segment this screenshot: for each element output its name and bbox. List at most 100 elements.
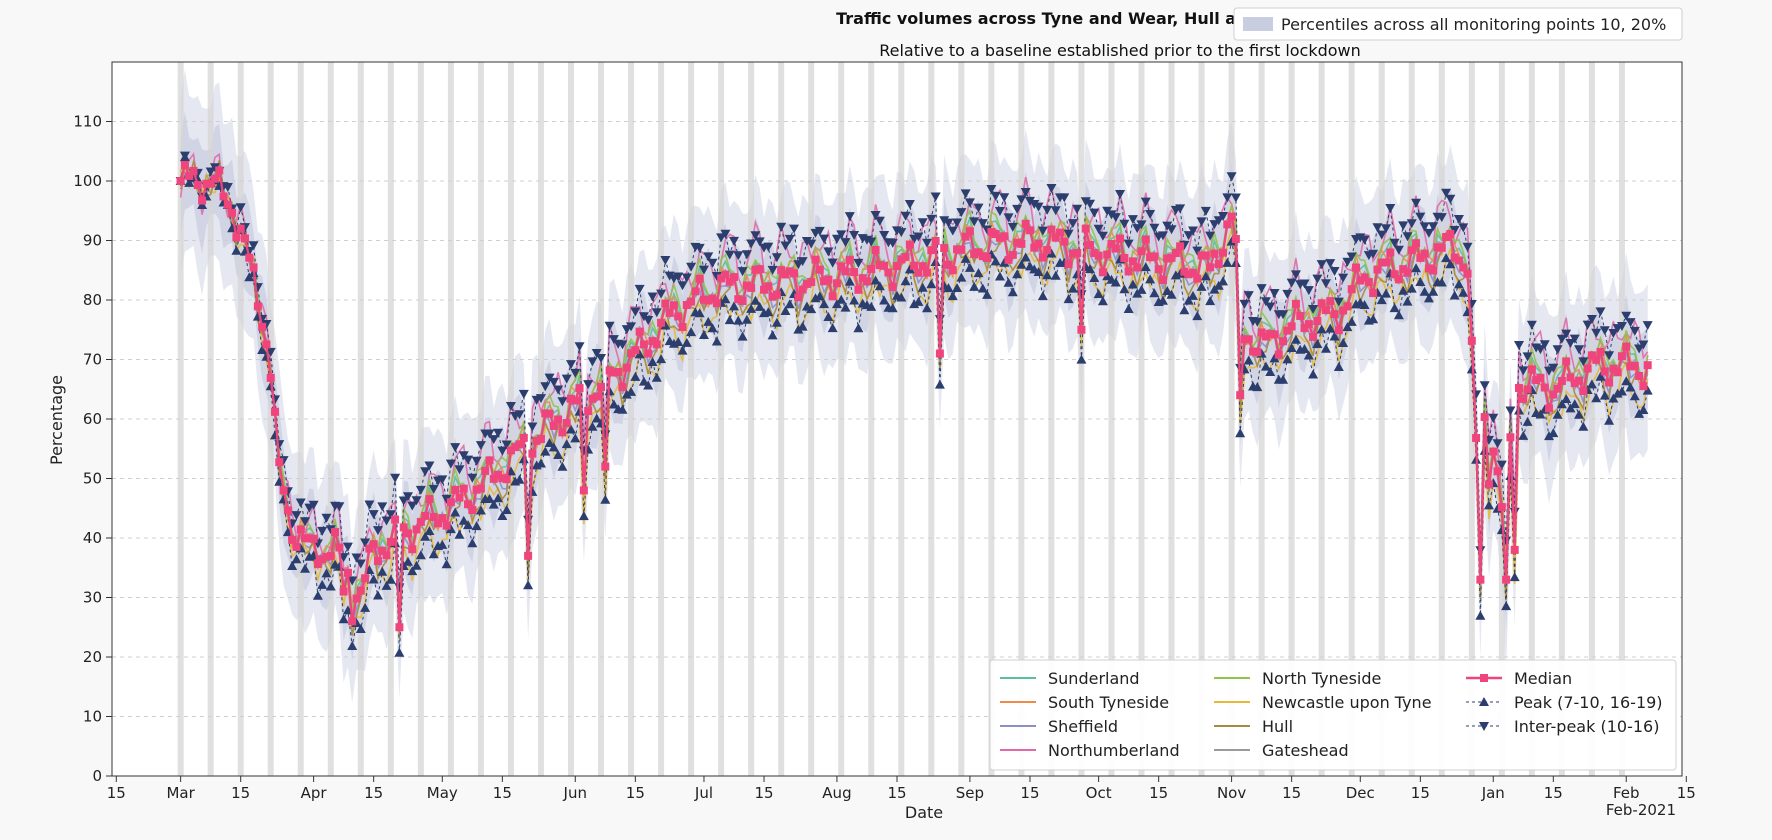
median-marker <box>1008 250 1017 259</box>
inter-peak-marker <box>1303 286 1314 296</box>
inter-peak-marker <box>617 340 628 350</box>
inter-peak-marker <box>1513 340 1524 350</box>
inter-peak-marker <box>1578 357 1589 367</box>
median-marker <box>1407 246 1416 255</box>
median-marker <box>1300 324 1309 333</box>
median-marker <box>442 521 451 530</box>
peak-marker <box>909 299 920 309</box>
peak-marker <box>1042 270 1053 280</box>
inter-peak-marker <box>956 208 967 218</box>
median-marker <box>1562 357 1571 366</box>
peak-marker <box>338 614 349 624</box>
legend-label-northumberland: Northumberland <box>1048 741 1180 760</box>
median-marker <box>446 498 455 507</box>
median-marker <box>1489 447 1498 456</box>
median-marker <box>1575 376 1584 385</box>
peak-marker <box>1415 277 1426 287</box>
peak-marker <box>381 580 392 590</box>
median-marker <box>1150 252 1159 261</box>
peak-marker <box>677 345 688 355</box>
inter-peak-marker <box>535 394 546 404</box>
inter-peak-marker <box>797 257 808 267</box>
inter-peak-marker <box>261 320 272 330</box>
inter-peak-marker <box>1316 260 1327 270</box>
inter-peak-marker <box>1591 328 1602 338</box>
median-marker <box>472 485 481 494</box>
x-tick-label: May <box>427 784 458 802</box>
peak-marker <box>793 324 804 334</box>
inter-peak-marker <box>1012 204 1023 214</box>
median-marker <box>1034 239 1043 248</box>
peak-marker <box>1162 286 1173 296</box>
inter-peak-marker <box>484 429 495 439</box>
median-marker <box>905 240 914 249</box>
peak-marker <box>1638 404 1649 414</box>
inter-peak-marker <box>1381 224 1392 234</box>
median-marker <box>704 296 713 305</box>
inter-peak-marker <box>1226 172 1237 182</box>
x-axis-title: Date <box>905 803 943 822</box>
median-marker <box>1330 310 1339 319</box>
peak-marker <box>956 272 967 282</box>
peak-marker <box>1381 288 1392 298</box>
peak-marker <box>849 295 860 305</box>
inter-peak-marker <box>1097 231 1108 241</box>
peak-marker <box>497 511 508 521</box>
median-marker <box>1163 254 1172 263</box>
inter-peak-marker <box>1359 235 1370 245</box>
median-marker <box>983 253 992 262</box>
median-marker <box>592 392 601 401</box>
inter-peak-marker <box>1299 279 1310 289</box>
peak-marker <box>1428 286 1439 296</box>
median-marker <box>845 255 854 264</box>
legend-label-inter-peak-10-16-: Inter-peak (10-16) <box>1514 717 1659 736</box>
weekend-bar <box>1588 62 1595 776</box>
peak-marker <box>1320 343 1331 353</box>
inter-peak-marker <box>574 342 585 352</box>
median-marker <box>1467 336 1476 345</box>
median-marker <box>1399 265 1408 274</box>
median-marker <box>734 295 743 304</box>
peak-marker <box>1072 269 1083 279</box>
inter-peak-marker <box>1342 257 1353 267</box>
inter-peak-marker <box>1183 231 1194 241</box>
inter-peak-marker <box>1046 183 1057 193</box>
inter-peak-marker <box>711 271 722 281</box>
peak-marker <box>844 276 855 286</box>
peak-marker <box>1299 343 1310 353</box>
inter-peak-marker <box>1282 289 1293 299</box>
inter-peak-marker <box>969 217 980 227</box>
median-marker <box>1257 328 1266 337</box>
peak-marker <box>767 330 778 340</box>
weekend-bar <box>1498 62 1505 776</box>
inter-peak-marker <box>1368 249 1379 259</box>
median-marker <box>1013 238 1022 247</box>
median-marker <box>1360 273 1369 282</box>
median-marker <box>271 407 280 416</box>
peak-marker <box>1586 379 1597 389</box>
inter-peak-marker <box>501 440 512 450</box>
inter-peak-marker <box>368 510 379 520</box>
peak-marker <box>565 424 576 434</box>
median-marker <box>1609 364 1618 373</box>
median-marker <box>489 474 498 483</box>
inter-peak-marker <box>505 401 516 411</box>
band-legend: Percentiles across all monitoring points… <box>1233 7 1683 41</box>
peak-marker <box>557 461 568 471</box>
median-marker <box>712 299 721 308</box>
inter-peak-marker <box>1338 273 1349 283</box>
peak-marker <box>746 303 757 313</box>
median-marker <box>541 409 550 418</box>
peak-marker <box>617 404 628 414</box>
median-marker <box>399 523 408 532</box>
inter-peak-marker <box>870 211 881 221</box>
median-marker <box>652 340 661 349</box>
peak-marker <box>1282 354 1293 364</box>
inter-peak-marker <box>1132 224 1143 234</box>
inter-peak-marker <box>1389 238 1400 248</box>
median-marker <box>644 349 653 358</box>
peak-marker <box>1616 386 1627 396</box>
y-tick-label: 20 <box>83 648 102 666</box>
inter-peak-marker <box>844 212 855 222</box>
median-marker <box>1549 390 1558 399</box>
